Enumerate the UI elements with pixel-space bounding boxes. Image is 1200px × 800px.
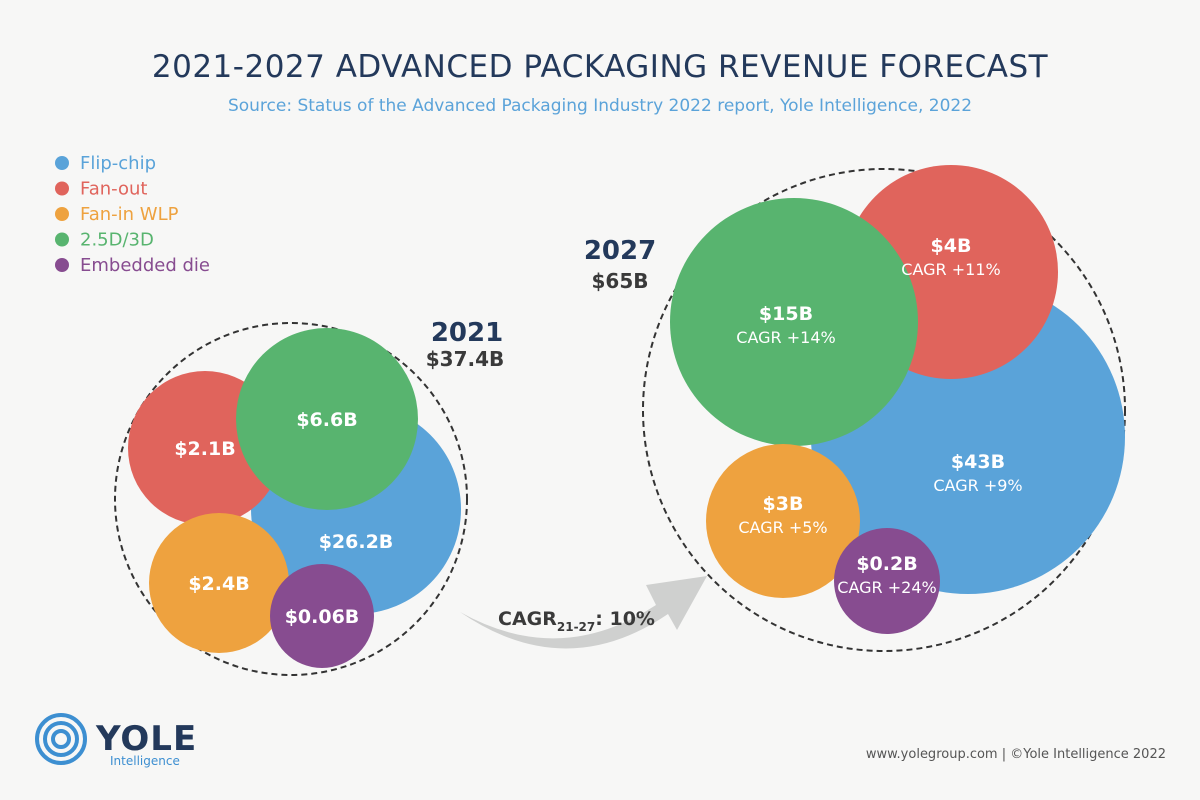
bubble-value-label: $0.2B xyxy=(856,553,917,575)
cagr-label-suffix: : 10% xyxy=(595,608,655,630)
cagr-arrow-shape xyxy=(460,576,707,649)
bubble-cagr-label: CAGR +9% xyxy=(933,476,1022,495)
group-total-label: $37.4B xyxy=(426,347,505,371)
cagr-arrow: CAGR21-27: 10% xyxy=(460,576,707,649)
bubble-fan-in-wlp xyxy=(149,513,289,653)
bubble-cagr-label: CAGR +11% xyxy=(901,260,1000,279)
group-outline xyxy=(114,322,468,676)
bubble-value-label: $4B xyxy=(931,235,972,257)
bubble-2-5d-3d xyxy=(236,328,418,510)
bubble-embedded-die xyxy=(270,564,374,668)
bubble-value-label: $3B xyxy=(763,493,804,515)
bubble-value-label: $2.1B xyxy=(174,438,235,460)
cagr-label-prefix: CAGR xyxy=(498,608,557,630)
group-year-label: 2027 xyxy=(584,236,656,266)
legend-label: Fan-in WLP xyxy=(80,204,179,225)
legend-item: Fan-in WLP xyxy=(55,204,179,225)
bubble-cagr-label: CAGR +5% xyxy=(738,518,827,537)
bubble-value-label: $0.06B xyxy=(285,606,360,628)
legend-label: 2.5D/3D xyxy=(80,230,154,251)
bubble-value-label: $6.6B xyxy=(296,409,357,431)
legend-label: Fan-out xyxy=(80,179,147,200)
bubble-value-label: $15B xyxy=(759,303,813,325)
bubble-value-label: $2.4B xyxy=(188,573,249,595)
bubble-value-label: $26.2B xyxy=(319,531,394,553)
legend: Flip-chip Fan-out Fan-in WLP 2.5D/3D Embedde… xyxy=(55,153,210,276)
bubble-group-2027: 2027 $65B $43B CAGR +9% $4B CAGR +11% $15B CAGR… xyxy=(584,165,1126,652)
legend-swatch xyxy=(55,232,69,247)
legend-swatch xyxy=(55,181,69,196)
bubble-cagr-label: CAGR +24% xyxy=(837,578,936,597)
legend-swatch xyxy=(55,207,69,221)
legend-label: Flip-chip xyxy=(80,153,156,174)
bubble-2-5d-3d xyxy=(670,198,918,446)
legend-swatch xyxy=(55,258,69,272)
group-total-label: $65B xyxy=(592,269,649,293)
cagr-label: CAGR21-27: 10% xyxy=(498,608,655,634)
legend-item: Fan-out xyxy=(55,179,147,200)
chart-title: 2021-2027 ADVANCED PACKAGING REVENUE FOR… xyxy=(152,49,1049,85)
logo-name: YOLE xyxy=(95,719,197,759)
bubble-group-2021: 2021$37.4B $26.2B $2.1B $6.6B $2.4B $0.06B xyxy=(114,318,505,676)
logo-sub: Intelligence xyxy=(110,754,180,768)
yole-logo: YOLE Intelligence xyxy=(35,713,197,768)
legend-item: 2.5D/3D xyxy=(55,230,154,251)
chart-subtitle: Source: Status of the Advanced Packaging… xyxy=(228,96,972,116)
legend-item: Flip-chip xyxy=(55,153,156,174)
footer-text: www.yolegroup.com | ©Yole Intelligence 2… xyxy=(866,747,1166,762)
bubble-value-label: $43B xyxy=(951,451,1005,473)
cagr-label-sub: 21-27 xyxy=(557,620,595,634)
logo-mark-icon xyxy=(35,713,87,765)
legend-item: Embedded die xyxy=(55,255,210,276)
legend-label: Embedded die xyxy=(80,255,210,276)
bubble-groups: 2021$37.4B$26.2B$2.1B$6.6B$2.4B$0.06B202… xyxy=(114,165,1126,676)
legend-swatch xyxy=(55,156,69,170)
group-outline xyxy=(642,168,1126,652)
bubble-fan-in-wlp xyxy=(706,444,860,598)
group-year-label: 2021 xyxy=(431,318,503,348)
bubble-embedded-die xyxy=(834,528,940,634)
bubble-cagr-label: CAGR +14% xyxy=(736,328,835,347)
